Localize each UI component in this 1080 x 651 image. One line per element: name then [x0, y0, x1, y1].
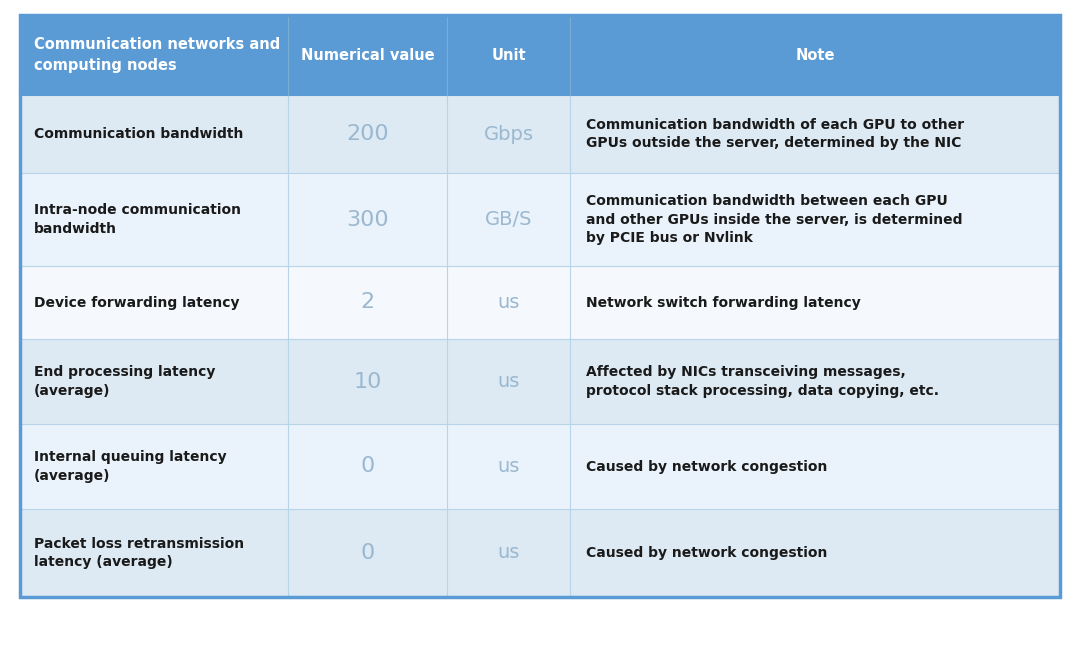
Text: 10: 10	[353, 372, 382, 391]
Bar	[21, 95, 288, 173]
Text: Communication bandwidth of each GPU to other
GPUs outside the server, determined: Communication bandwidth of each GPU to o…	[586, 118, 964, 150]
Bar	[570, 15, 1059, 95]
Bar	[570, 95, 1059, 173]
Text: Gbps: Gbps	[484, 124, 534, 143]
Text: Intra-node communication
bandwidth: Intra-node communication bandwidth	[33, 203, 241, 236]
Bar	[570, 173, 1059, 266]
Bar	[447, 266, 570, 339]
Text: End processing latency
(average): End processing latency (average)	[33, 365, 215, 398]
Bar	[288, 15, 447, 95]
Bar	[570, 266, 1059, 339]
Text: Communication networks and
computing nodes: Communication networks and computing nod…	[33, 37, 280, 73]
Text: GB/S: GB/S	[485, 210, 532, 229]
Bar	[21, 15, 1059, 597]
Text: Communication bandwidth between each GPU
and other GPUs inside the server, is de: Communication bandwidth between each GPU…	[586, 193, 962, 245]
Bar	[21, 424, 288, 509]
Text: 2: 2	[361, 292, 375, 312]
Bar	[447, 173, 570, 266]
Text: Network switch forwarding latency: Network switch forwarding latency	[586, 296, 861, 309]
Text: 300: 300	[347, 210, 389, 230]
Text: Internal queuing latency
(average): Internal queuing latency (average)	[33, 450, 227, 483]
Text: Unit: Unit	[491, 48, 526, 62]
Bar	[288, 95, 447, 173]
Text: Packet loss retransmission
latency (average): Packet loss retransmission latency (aver…	[33, 536, 244, 570]
Text: us: us	[498, 372, 519, 391]
Bar	[21, 339, 288, 424]
Text: us: us	[498, 293, 519, 312]
Bar	[447, 424, 570, 509]
Bar	[447, 509, 570, 597]
Text: Note: Note	[795, 48, 835, 62]
Bar	[447, 15, 570, 95]
Bar	[570, 509, 1059, 597]
Text: Caused by network congestion: Caused by network congestion	[586, 460, 827, 473]
Text: 0: 0	[361, 456, 375, 477]
Text: Device forwarding latency: Device forwarding latency	[33, 296, 240, 309]
Bar	[21, 173, 288, 266]
Text: 200: 200	[347, 124, 389, 144]
Bar	[21, 15, 288, 95]
Bar	[570, 339, 1059, 424]
Text: 0: 0	[361, 543, 375, 563]
Text: us: us	[498, 544, 519, 562]
Bar	[21, 509, 288, 597]
Bar	[288, 266, 447, 339]
Text: us: us	[498, 457, 519, 476]
Bar	[288, 339, 447, 424]
Bar	[288, 173, 447, 266]
Bar	[288, 509, 447, 597]
Text: Affected by NICs transceiving messages,
protocol stack processing, data copying,: Affected by NICs transceiving messages, …	[586, 365, 940, 398]
Text: Numerical value: Numerical value	[301, 48, 434, 62]
Bar	[570, 424, 1059, 509]
Bar	[447, 339, 570, 424]
Bar	[21, 266, 288, 339]
Text: Caused by network congestion: Caused by network congestion	[586, 546, 827, 560]
Text: Communication bandwidth: Communication bandwidth	[33, 127, 243, 141]
Bar	[447, 95, 570, 173]
Bar	[288, 424, 447, 509]
